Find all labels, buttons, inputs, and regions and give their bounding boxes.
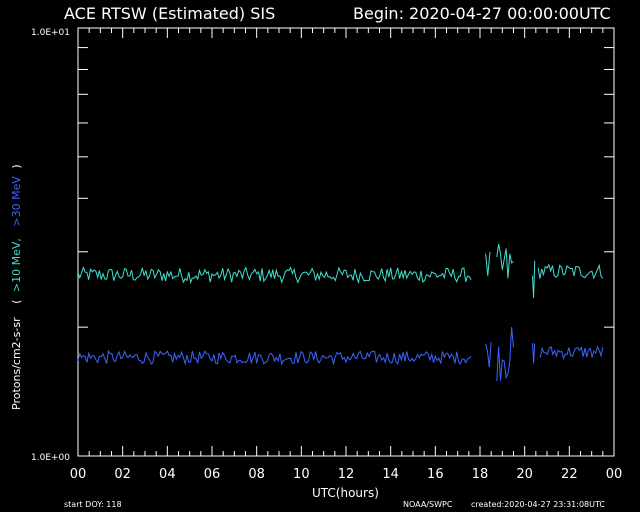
ytick-label-top: 1.0E+01 <box>31 28 70 38</box>
series-line-10mev <box>77 266 472 285</box>
series-line-30mev <box>496 327 514 382</box>
start-doy: start DOY: 118 <box>64 500 122 509</box>
axis-ticks <box>77 27 615 457</box>
x-tick-labels: 00 02 04 06 08 10 12 14 16 18 20 22 00 <box>70 467 623 482</box>
series-line-10mev <box>537 263 604 280</box>
x-tick-label: 16 <box>427 467 444 482</box>
x-tick-label: 06 <box>204 467 221 482</box>
series-line-30mev <box>532 343 536 364</box>
x-tick-label: 04 <box>159 467 176 482</box>
x-tick-label: 00 <box>606 467 623 482</box>
series-line-10mev <box>496 243 514 279</box>
x-tick-label: 02 <box>114 467 131 482</box>
x-tick-label: 08 <box>248 467 265 482</box>
chart-title: ACE RTSW (Estimated) SIS <box>64 4 275 23</box>
series-line-30mev <box>77 349 472 366</box>
x-tick-label: 22 <box>561 467 578 482</box>
x-tick-label: 20 <box>516 467 533 482</box>
data-series <box>77 243 604 382</box>
series-line-10mev <box>485 251 491 276</box>
x-tick-label: 12 <box>338 467 355 482</box>
x-tick-label: 18 <box>472 467 489 482</box>
plot-frame <box>77 27 615 457</box>
begin-time: Begin: 2020-04-27 00:00:00UTC <box>353 4 611 23</box>
y-axis-label: Protons/cm2-s-sr ( >10 MeV, >30 MeV ) <box>10 164 23 410</box>
ytick-label-bottom: 1.0E+00 <box>31 453 70 463</box>
data-source: NOAA/SWPC <box>403 500 453 509</box>
created-time: created:2020-04-27 23:31:08UTC <box>471 500 605 509</box>
x-tick-label: 00 <box>70 467 87 482</box>
ylabel-open-paren: ( <box>10 300 23 304</box>
series-line-30mev <box>539 345 604 360</box>
x-tick-label: 14 <box>382 467 399 482</box>
ylabel-close-paren: ) <box>10 164 23 168</box>
ylabel-30mev: >30 MeV <box>10 176 23 227</box>
x-axis-label: UTC(hours) <box>312 486 379 500</box>
series-line-10mev <box>532 260 536 298</box>
x-tick-label: 10 <box>293 467 310 482</box>
series-line-30mev <box>485 342 492 368</box>
svg-text:Protons/cm2-s-sr (: Protons/cm2-s-sr ( >10 MeV, >30 MeV ) <box>10 164 23 410</box>
ylabel-10mev: >10 MeV, <box>10 238 23 292</box>
ylabel-units: Protons/cm2-s-sr <box>10 317 23 410</box>
